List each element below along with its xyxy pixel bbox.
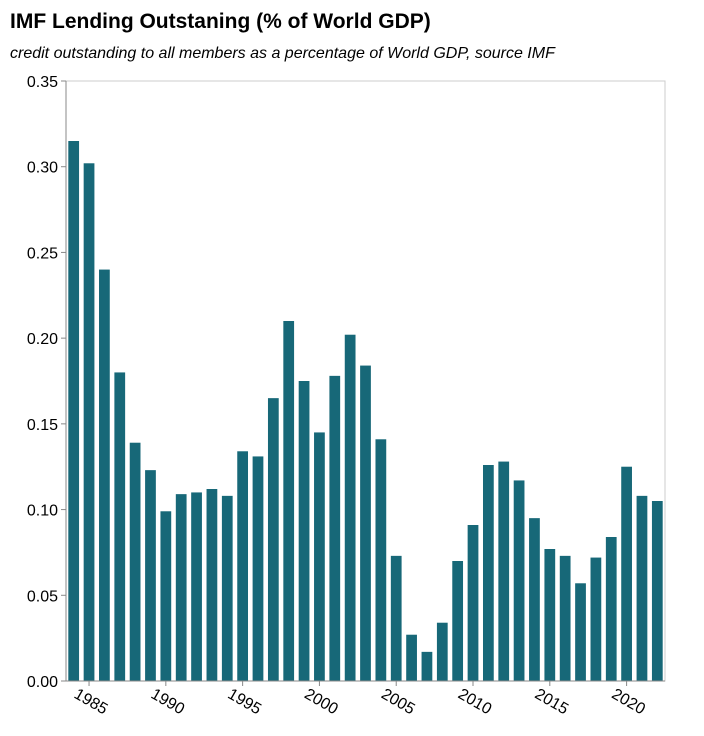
y-tick-label: 0.00 <box>27 674 58 691</box>
bar <box>145 470 156 681</box>
bar <box>636 495 648 681</box>
bar <box>590 557 602 681</box>
y-tick-label: 0.35 <box>27 74 58 91</box>
y-tick-label: 0.20 <box>27 331 58 348</box>
chart-subtitle: credit outstanding to all members as a p… <box>10 45 556 62</box>
bar <box>314 432 325 681</box>
bar <box>575 583 586 681</box>
x-tick-label: 1985 <box>71 686 110 719</box>
bar <box>237 451 249 681</box>
bar <box>498 461 510 681</box>
x-tick-label: 2010 <box>455 686 494 719</box>
y-tick-label: 0.15 <box>27 417 58 434</box>
y-tick-label: 0.05 <box>27 588 58 605</box>
bar <box>406 634 417 681</box>
bar <box>329 375 341 681</box>
bar <box>621 466 632 681</box>
bar <box>529 518 540 681</box>
bar <box>191 492 202 681</box>
bar <box>344 334 356 681</box>
bar <box>267 398 279 681</box>
bar <box>467 525 479 681</box>
bar <box>206 489 218 681</box>
bar <box>160 511 172 681</box>
bar <box>99 269 110 681</box>
x-tick-label: 2005 <box>378 686 417 719</box>
bar <box>452 561 464 681</box>
bar <box>375 439 387 681</box>
x-tick-label: 1995 <box>225 686 264 719</box>
x-tick-label: 1990 <box>148 686 187 719</box>
bar <box>544 549 556 681</box>
bar <box>114 372 126 681</box>
bar <box>175 494 187 681</box>
bar <box>252 456 264 681</box>
bar <box>390 555 402 681</box>
y-tick-label: 0.25 <box>27 245 58 262</box>
x-tick-label: 2015 <box>532 686 571 719</box>
y-tick-label: 0.10 <box>27 503 58 520</box>
bar <box>283 321 295 681</box>
x-tick-label: 2020 <box>609 686 648 719</box>
bar <box>83 163 95 682</box>
y-tick-label: 0.30 <box>27 160 58 177</box>
bar <box>513 480 525 681</box>
bar <box>298 381 310 681</box>
bar <box>482 465 494 681</box>
chart-title: IMF Lending Outstaning (% of World GDP) <box>10 10 431 33</box>
bar <box>559 555 571 681</box>
x-tick-label: 2000 <box>301 686 340 719</box>
bar <box>651 501 663 681</box>
bar <box>421 651 433 681</box>
bar <box>436 622 448 681</box>
bar <box>605 537 617 681</box>
bar <box>68 141 80 681</box>
bar <box>221 495 233 681</box>
bar <box>129 442 141 681</box>
bar <box>360 365 371 681</box>
